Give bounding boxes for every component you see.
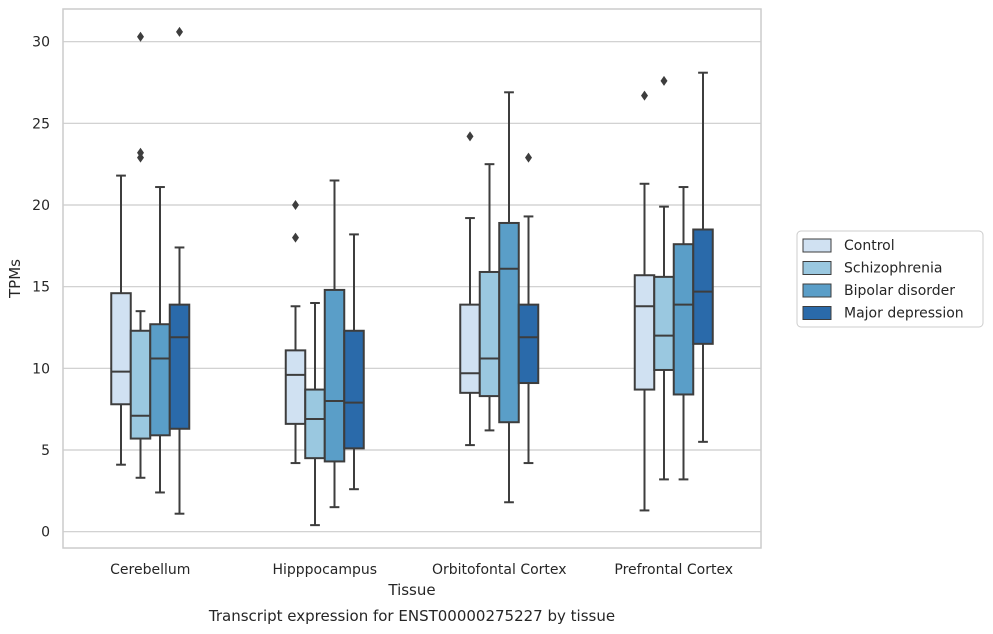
box-major-depression — [517, 152, 540, 465]
flier-point — [292, 232, 299, 243]
iqr-box — [110, 292, 132, 406]
box-control — [459, 131, 481, 447]
legend-label: Control — [844, 238, 895, 254]
plot-frame — [62, 8, 762, 549]
iqr-box — [149, 323, 171, 437]
iqr-box — [692, 228, 714, 345]
box-bipolar-disorder — [672, 186, 695, 481]
legend-label: Major depression — [844, 306, 964, 322]
box-schizophrenia — [129, 31, 152, 479]
legend-label: Bipolar disorder — [844, 283, 955, 299]
y-tick-label: 30 — [32, 35, 50, 51]
box-control — [633, 90, 656, 512]
box-major-depression — [168, 26, 191, 515]
iqr-box — [284, 349, 307, 425]
legend-label: Schizophrenia — [844, 261, 942, 277]
flier-point — [137, 31, 144, 42]
flier-point — [525, 152, 532, 163]
iqr-box — [498, 221, 520, 424]
iqr-box — [459, 303, 481, 394]
x-tick-label: Orbitofontal Cortex — [432, 562, 567, 578]
box-major-depression — [692, 71, 714, 443]
legend: Control Schizophrenia Bipolar disorder Majo… — [796, 230, 984, 328]
y-tick-label: 20 — [32, 198, 50, 214]
x-axis-label: Tissue — [387, 581, 435, 599]
box-schizophrenia — [653, 75, 675, 481]
box-bipolar-disorder — [323, 179, 346, 509]
y-tick-label: 0 — [41, 525, 50, 541]
box-bipolar-disorder — [498, 91, 520, 504]
x-tick-label: Cerebellum — [110, 562, 190, 578]
legend-swatch — [802, 238, 832, 253]
flier-point — [137, 147, 144, 158]
box-major-depression — [343, 233, 365, 491]
iqr-box — [168, 303, 191, 430]
iqr-box — [653, 275, 675, 371]
box-bipolar-disorder — [149, 186, 171, 494]
box-schizophrenia — [304, 302, 326, 527]
iqr-box — [478, 270, 501, 398]
legend-swatch — [802, 283, 832, 298]
y-axis-label: TPMs — [6, 259, 24, 299]
flier-point — [641, 90, 648, 101]
y-tick-label: 5 — [41, 443, 50, 459]
x-axis-ticks: Cerebellum Hipppocampus Orbitofontal Corte… — [110, 562, 733, 578]
box-control — [284, 200, 307, 465]
legend-swatch — [802, 261, 832, 275]
y-tick-label: 10 — [32, 361, 50, 377]
flier-point — [660, 75, 668, 86]
box-schizophrenia — [478, 163, 501, 432]
y-axis-ticks: 0 5 10 15 20 25 30 — [32, 35, 50, 541]
iqr-box — [304, 388, 326, 460]
legend-swatch — [802, 306, 832, 320]
flier-point — [176, 26, 183, 37]
x-tick-label: Prefrontal Cortex — [614, 562, 733, 578]
legend-frame — [796, 230, 984, 328]
y-tick-label: 25 — [32, 116, 50, 132]
chart-caption: Transcript expression for ENST0000027522… — [208, 607, 615, 625]
iqr-box — [343, 329, 365, 450]
flier-point — [466, 131, 474, 142]
box-control — [110, 174, 132, 466]
iqr-box — [517, 303, 540, 385]
iqr-box — [672, 243, 695, 396]
box-groups — [110, 26, 714, 527]
y-tick-label: 15 — [32, 280, 50, 296]
iqr-box — [633, 274, 656, 391]
x-tick-label: Hipppocampus — [272, 562, 377, 578]
iqr-box — [323, 288, 346, 463]
flier-point — [292, 200, 299, 210]
iqr-box — [129, 329, 152, 440]
